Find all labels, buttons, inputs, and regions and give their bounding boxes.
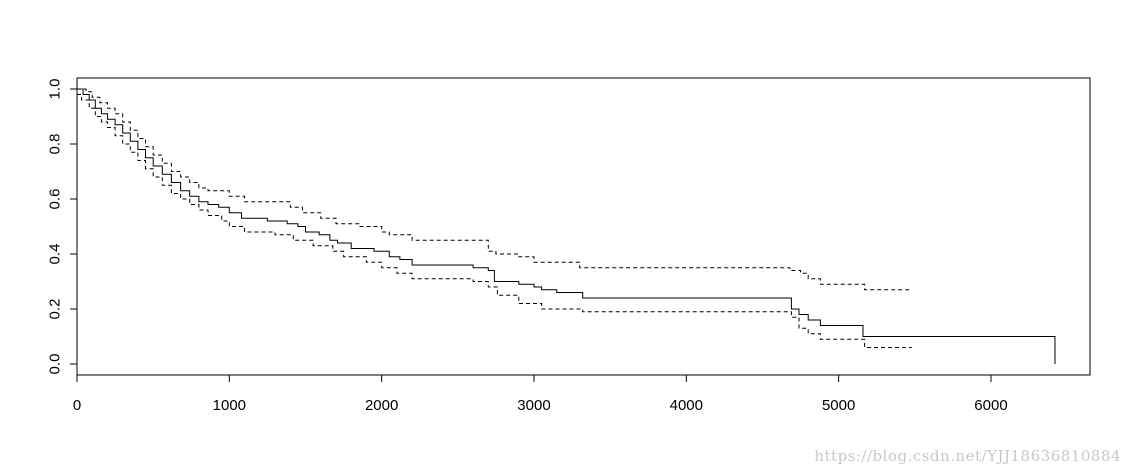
x-axis: 0 1000 2000 3000 4000 5000 6000 [73,374,1008,414]
y-tick-label: 0.2 [47,299,64,320]
x-tick-label: 5000 [822,397,855,414]
x-tick-label: 0 [73,397,81,414]
x-tick-label: 1000 [213,397,246,414]
x-tick-label: 3000 [517,397,550,414]
x-tick-label: 2000 [365,397,398,414]
y-axis: 0.0 0.2 0.4 0.6 0.8 1.0 [47,79,78,375]
series-layer [77,88,1056,364]
survival-estimate-line [77,88,1056,364]
x-tick-label: 6000 [974,397,1007,414]
y-tick-label: 0.8 [47,134,64,155]
upper-confidence-line [77,88,912,291]
y-tick-label: 0.4 [47,244,64,265]
plot-frame [76,77,1091,376]
y-tick-label: 0.6 [47,189,64,210]
x-tick-label: 4000 [670,397,703,414]
y-tick-label: 0.0 [47,354,64,375]
y-tick-label: 1.0 [47,79,64,100]
lower-confidence-line [77,94,912,348]
watermark-text: https://blog.csdn.net/YJJ18636810884 [814,447,1121,465]
